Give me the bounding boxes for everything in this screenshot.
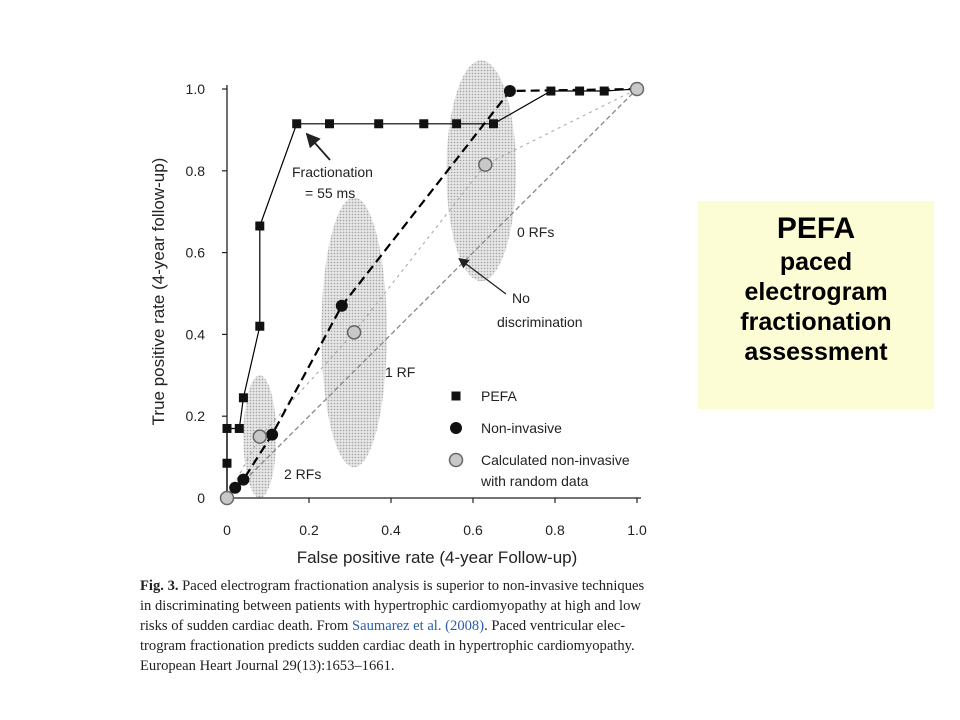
data-point-square xyxy=(238,393,248,403)
data-point-square xyxy=(374,119,384,129)
x-tick-label: 0.2 xyxy=(299,522,319,538)
y-tick-label: 0.4 xyxy=(186,326,206,342)
callout-line: fractionation xyxy=(740,308,892,336)
data-point-circle-gray xyxy=(629,81,645,97)
axes: 0 0.2 0.4 0.6 0.8 1.0 0 0.2 0.4 0.6 0.8 1.0 False po… xyxy=(149,81,647,567)
x-axis-label: False positive rate (4-year Follow-up) xyxy=(297,548,578,567)
caption-line: risks of sudden cardiac death. From Saum… xyxy=(140,616,770,636)
y-axis-label: True positive rate (4-year follow-up) xyxy=(149,158,168,426)
data-point-square xyxy=(325,119,334,129)
caption-line: European Heart Journal 29(13):1653–1661. xyxy=(140,658,395,674)
data-point-square xyxy=(255,221,265,231)
y-tick-label: 0.8 xyxy=(186,163,206,179)
legend-label: Calculated non-invasive xyxy=(481,452,630,468)
data-point-square xyxy=(255,321,265,331)
data-point-circle xyxy=(266,428,279,441)
callout-line: paced xyxy=(779,248,853,276)
legend: PEFA Non-invasive Calculated non-invasive w… xyxy=(448,388,630,489)
legend-label: Non-invasive xyxy=(481,420,562,436)
data-point-square xyxy=(451,391,461,401)
x-tick-label: 1.0 xyxy=(627,522,647,538)
data-point-square xyxy=(575,86,585,96)
caption-text: . Paced ventricular elec- xyxy=(484,618,626,634)
annotation-0-rfs: 0 RFs xyxy=(517,224,554,240)
data-point-circle xyxy=(503,85,516,98)
annotations: Fractionation = 55 ms No discrimination 0 RF… xyxy=(284,132,583,482)
legend-label: with random data xyxy=(480,473,589,489)
annotation-fractionation: Fractionation xyxy=(292,164,373,180)
series-line xyxy=(226,88,638,499)
data-point-square xyxy=(419,119,429,129)
data-point-circle-gray xyxy=(478,157,493,172)
legend-label: PEFA xyxy=(481,388,517,404)
caption-fig-label: Fig. 3. xyxy=(140,578,179,594)
caption-text: Paced electrogram fractionation analysis… xyxy=(182,578,645,594)
x-tick-label: 0 xyxy=(223,522,231,538)
caption-reference-link[interactable]: Saumarez et al. (2008) xyxy=(351,618,485,634)
annotation-2-rfs: 2 RFs xyxy=(284,466,321,482)
annotation-1-rf: 1 RF xyxy=(385,364,415,380)
callout-title: PEFA xyxy=(776,212,856,245)
data-point-circle-gray xyxy=(219,490,235,506)
data-point-square xyxy=(546,86,556,96)
data-point-circle xyxy=(229,481,242,494)
series-lines xyxy=(226,87,638,499)
data-point-square xyxy=(489,119,498,129)
annotation-arrow xyxy=(458,257,507,295)
pefa-callout-box: PEFA paced electrogram fractionation ass… xyxy=(698,201,934,409)
data-point-circle xyxy=(237,473,250,486)
data-point-square xyxy=(599,86,609,96)
data-point-circle-gray xyxy=(346,325,362,340)
y-tick-label: 1.0 xyxy=(186,81,206,97)
caption-line: Fig. 3. Paced electrogram fractionation … xyxy=(140,576,770,596)
data-point-square xyxy=(222,458,232,468)
annotation-fractionation: = 55 ms xyxy=(305,185,355,201)
data-point-circle xyxy=(450,422,462,434)
caption-text: risks of sudden cardiac death. From xyxy=(140,618,352,634)
x-tick-label: 0.4 xyxy=(381,522,401,538)
series-points xyxy=(219,81,645,506)
annotation-arrow xyxy=(305,132,331,161)
data-point-circle-gray xyxy=(252,429,268,444)
data-point-square xyxy=(222,423,232,433)
caption-line: in discriminating between patients with … xyxy=(140,598,641,614)
caption-line: trogram fractionation predicts sudden ca… xyxy=(140,638,635,654)
annotation-no-discrimination: No xyxy=(512,290,530,306)
data-point-square xyxy=(292,119,302,129)
data-point-square xyxy=(452,119,462,129)
figure-caption: Fig. 3. Paced electrogram fractionation … xyxy=(140,576,770,676)
x-tick-label: 0.8 xyxy=(545,522,565,538)
x-tick-label: 0.6 xyxy=(463,522,483,538)
data-point-square xyxy=(234,423,244,433)
annotation-no-discrimination: discrimination xyxy=(497,314,583,330)
y-tick-label: 0.6 xyxy=(186,245,206,261)
data-point-circle-gray xyxy=(448,452,464,468)
data-point-circle xyxy=(335,299,348,312)
callout-line: electrogram xyxy=(744,278,888,306)
y-tick-label: 0 xyxy=(197,490,205,506)
y-tick-label: 0.2 xyxy=(186,408,206,424)
callout-line: assessment xyxy=(744,338,888,366)
